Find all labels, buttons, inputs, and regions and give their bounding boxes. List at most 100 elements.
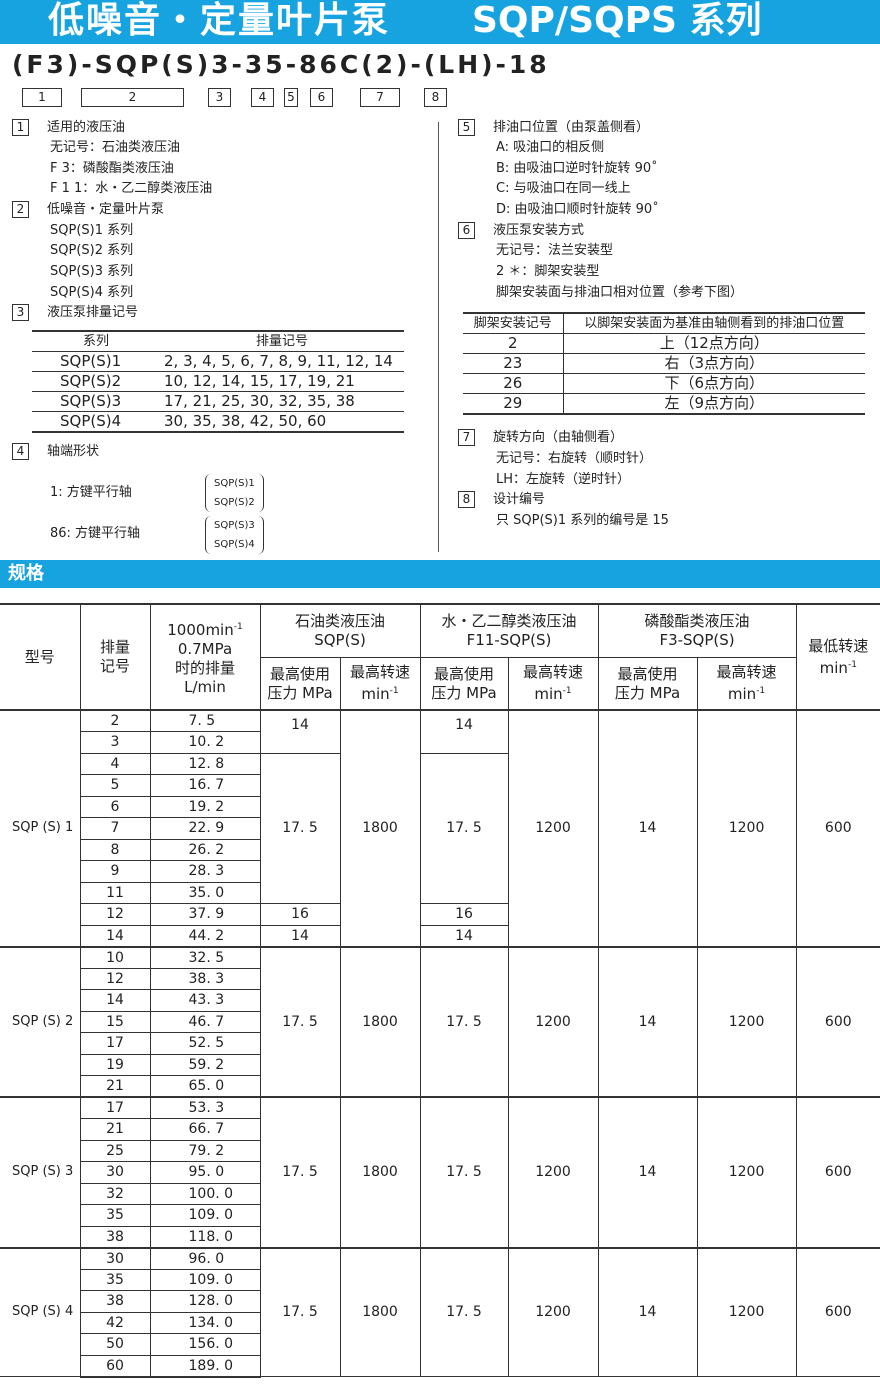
shaft-series-86: SQP(S)3 SQP(S)4 — [205, 516, 264, 554]
code-cell: 10 — [79, 945, 151, 969]
code-cell: 11 — [79, 881, 151, 904]
model-cell: SQP (S) 2 — [0, 945, 81, 1098]
section-3-title: 3 液压泵排量记号 — [12, 303, 138, 323]
code-cell: 7 — [79, 817, 151, 840]
displacement-cell: 134. 0 — [149, 1311, 261, 1334]
petroleum-pressure-cell: 14 — [259, 709, 341, 754]
port-item: C: 与吸油口在同一线上 — [496, 181, 631, 196]
model-cell: SQP (S) 3 — [0, 1096, 81, 1248]
table-row: 42 134. 0 — [0, 1311, 880, 1334]
section-7-title: 7 旋转方向（由轴侧看） — [458, 428, 623, 448]
table-row: 3 10. 2 — [0, 731, 880, 754]
min-speed-cell: 600 — [795, 1096, 880, 1248]
oil-item: F 3：磷酸酯类液压油 — [50, 161, 174, 176]
glycol-speed-cell: 1200 — [507, 709, 599, 947]
shaft-item-1: 1: 方键平行轴 — [50, 485, 132, 500]
displacement-cell: 19. 2 — [149, 795, 261, 818]
code-cell: 12 — [79, 967, 151, 990]
displacement-cell: 35. 0 — [149, 881, 261, 904]
petroleum-pressure-cell: 17. 5 — [259, 1246, 341, 1377]
phosphate-speed-cell: 1200 — [696, 1096, 797, 1248]
code-cell: 38 — [79, 1290, 151, 1313]
displacement-cell: 22. 9 — [149, 817, 261, 840]
header-max-speed: 最高转速 min-1 — [339, 657, 421, 711]
petroleum-pressure-cell: 17. 5 — [259, 1096, 341, 1248]
table-row: SQP (S) 1 2 7. 5 14 1800 14 1200 14 1200 600 — [0, 709, 880, 947]
petroleum-speed-cell: 1800 — [339, 945, 421, 1098]
displacement-cell: 46. 7 — [149, 1010, 261, 1033]
port-item: A: 吸油口的相反侧 — [496, 140, 605, 155]
code-cell: 35 — [79, 1268, 151, 1291]
table-row: 11 35. 0 — [0, 881, 880, 904]
table-row: SQP (S) 2 10 32. 5 17. 5 1800 17. 5 1200 14 1200… — [0, 945, 880, 1098]
code-cell: 8 — [79, 838, 151, 861]
displacement-cell: 26. 2 — [149, 838, 261, 861]
glycol-pressure-cell: 17. 5 — [419, 1096, 509, 1248]
code-cell: 3 — [79, 731, 151, 754]
section-5-title: 5 排油口位置（由泵盖侧看） — [458, 118, 649, 138]
column-divider — [438, 122, 439, 552]
table-row: SQP (S) 4 30 96. 0 17. 5 1800 17. 5 1200 14 1200… — [0, 1246, 880, 1377]
phosphate-pressure-cell: 14 — [597, 1246, 698, 1377]
table-row: SQP (S) 3 17 53. 3 17. 5 1800 17. 5 1200 14 1200… — [0, 1096, 880, 1248]
model-cell: SQP (S) 4 — [0, 1246, 81, 1377]
code-cell: 21 — [79, 1075, 151, 1098]
shaft-item-86: 86: 方键平行轴 — [50, 526, 141, 541]
code-box-8: 8 — [424, 88, 447, 107]
model-code: (F3)-SQP(S)3-35-86C(2)-(LH)-18 — [12, 50, 550, 79]
header-max-pressure: 最高使用 压力 MPa — [597, 657, 698, 711]
displacement-cell: 12. 8 — [149, 752, 261, 775]
code-cell: 50 — [79, 1333, 151, 1356]
displacement-cell: 43. 3 — [149, 989, 261, 1012]
min-speed-cell: 600 — [795, 709, 880, 947]
header-displacement: 1000min-1 0.7MPa 时的排量 L/min — [149, 603, 261, 711]
model-group: SQP (S) 3 17 53. 3 17. 5 1800 17. 5 1200 14 1200… — [0, 1096, 880, 1248]
displacement-cell: 66. 7 — [149, 1118, 261, 1141]
mount-item: 脚架安装面与排油口相对位置（参考下图） — [496, 285, 744, 300]
displacement-cell: 109. 0 — [149, 1204, 261, 1227]
table-row: 4 12. 8 17. 5 17. 5 — [0, 752, 880, 904]
code-box-7: 7 — [360, 88, 400, 107]
glycol-pressure-cell: 16 — [419, 903, 509, 926]
code-cell: 12 — [79, 903, 151, 926]
code-cell: 15 — [79, 1010, 151, 1033]
code-box-1: 1 — [22, 88, 62, 107]
code-cell: 9 — [79, 860, 151, 883]
code-cell: 35 — [79, 1204, 151, 1227]
code-cell: 21 — [79, 1118, 151, 1141]
header-max-pressure: 最高使用 压力 MPa — [419, 657, 509, 711]
glycol-pressure-cell: 17. 5 — [419, 945, 509, 1098]
glycol-speed-cell: 1200 — [507, 1246, 599, 1377]
code-box-5: 5 — [284, 88, 298, 107]
header-model: 型号 — [0, 603, 81, 711]
mount-table: 脚架安装记号 以脚架安装面为基准由轴侧看到的排油口位置 2 上（12点方向） 23 右… — [463, 312, 865, 415]
spec-heading: 规格 — [0, 560, 880, 588]
code-cell: 14 — [79, 989, 151, 1012]
displacement-cell: 100. 0 — [149, 1182, 261, 1205]
table-row: 35 109. 0 — [0, 1268, 880, 1291]
code-cell: 4 — [79, 752, 151, 775]
displacement-cell: 109. 0 — [149, 1268, 261, 1291]
glycol-pressure-cell: 14 — [419, 924, 509, 947]
displacement-cell: 16. 7 — [149, 774, 261, 797]
glycol-speed-cell: 1200 — [507, 945, 599, 1098]
table-row: 15 46. 7 — [0, 1010, 880, 1033]
code-box-3: 3 — [208, 88, 231, 107]
table-row: 50 156. 0 — [0, 1333, 880, 1356]
model-cell: SQP (S) 1 — [0, 709, 81, 947]
code-box-6: 6 — [310, 88, 333, 107]
section-6-title: 6 液压泵安装方式 — [458, 221, 584, 241]
code-cell: 2 — [79, 709, 151, 732]
petroleum-pressure-cell: 17. 5 — [259, 752, 341, 904]
title-series: SQP/SQPS 系列 — [472, 0, 762, 41]
table-row: 32 100. 0 — [0, 1182, 880, 1205]
header-max-speed: 最高转速 min-1 — [696, 657, 797, 711]
displacement-cell: 128. 0 — [149, 1290, 261, 1313]
oil-item: 无记号：石油类液压油 — [50, 140, 181, 155]
header-petroleum: 石油类液压油 SQP(S) — [259, 603, 421, 659]
series-item: SQP(S)1 系列 — [50, 223, 134, 238]
petroleum-pressure-cell: 16 — [259, 903, 341, 926]
header-glycol: 水・乙二醇类液压油 F11-SQP(S) — [419, 603, 599, 659]
displacement-cell: 189. 0 — [149, 1354, 261, 1378]
port-item: B: 由吸油口逆时针旋转 90˚ — [496, 161, 658, 176]
